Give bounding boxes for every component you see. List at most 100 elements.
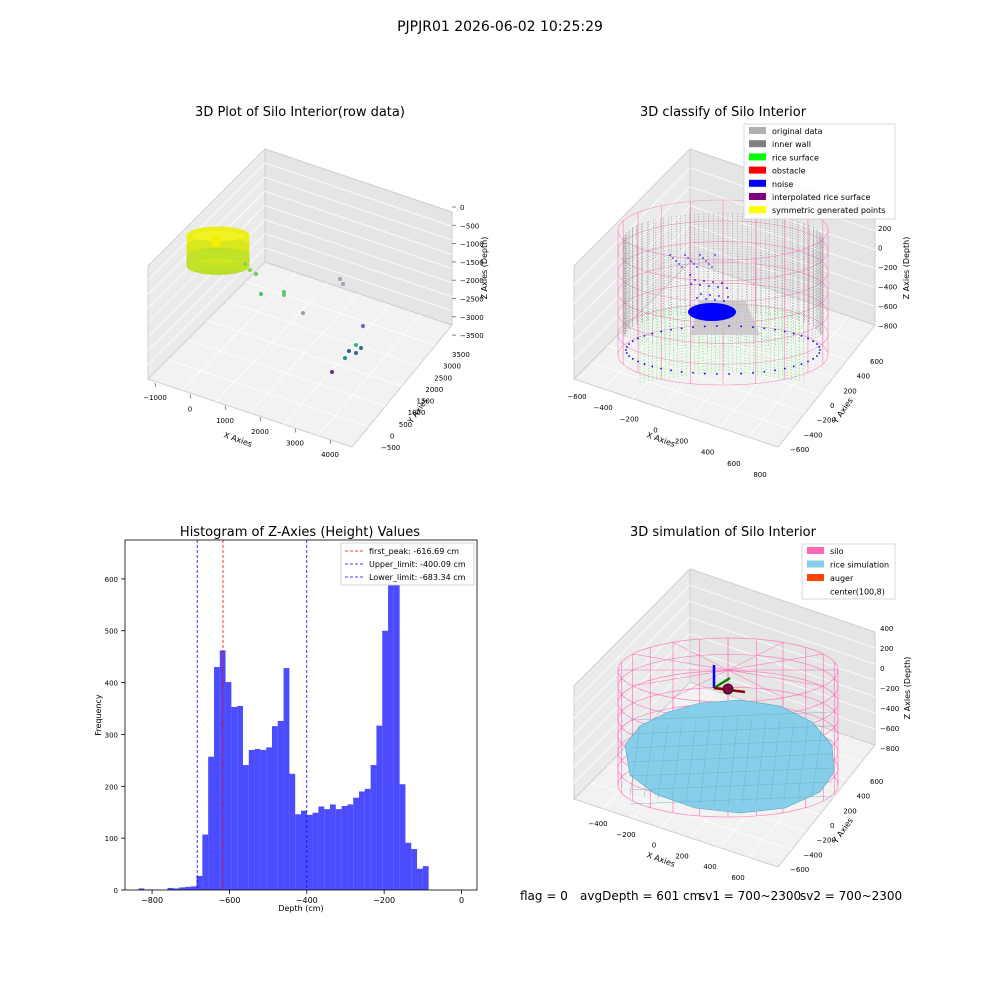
noise-point bbox=[684, 254, 686, 256]
x-tick-label: 3000 bbox=[286, 440, 304, 448]
y-tick-label: 500 bbox=[399, 421, 412, 429]
y-tick-label: 400 bbox=[857, 793, 870, 801]
noise-point bbox=[818, 352, 821, 354]
noise-point bbox=[752, 371, 754, 374]
x-tick-label: 0 bbox=[459, 896, 464, 905]
noise-point bbox=[774, 369, 776, 372]
hist-bar bbox=[248, 750, 255, 890]
x-tick-label: −800 bbox=[141, 896, 163, 905]
noise-point bbox=[660, 330, 663, 333]
z-tick-label: 0 bbox=[460, 204, 464, 212]
hist-bar bbox=[370, 765, 377, 890]
noise-point bbox=[816, 343, 818, 345]
hist-bar bbox=[341, 806, 348, 890]
noise-point bbox=[628, 343, 630, 345]
outlier-point bbox=[361, 324, 365, 328]
silo-roof-line bbox=[727, 669, 784, 698]
outlier-point bbox=[282, 293, 286, 297]
panel4-title: 3D simulation of Silo Interior bbox=[630, 525, 817, 540]
noise-point bbox=[819, 349, 821, 351]
noise-point bbox=[660, 367, 663, 370]
z-tick-label: −600 bbox=[878, 303, 897, 311]
z-tick-label: −2000 bbox=[460, 277, 484, 285]
noise-point bbox=[714, 299, 716, 301]
y-tick-label: −400 bbox=[803, 431, 822, 439]
wall-grid bbox=[689, 242, 876, 307]
noise-point bbox=[706, 307, 708, 309]
y-axis-label: Y Axies bbox=[830, 396, 855, 426]
legend-label: auger bbox=[830, 574, 854, 583]
legend-swatch bbox=[749, 153, 766, 161]
y-tick-label: 200 bbox=[843, 387, 856, 395]
rice-mesh-line bbox=[755, 718, 767, 804]
noise-point bbox=[693, 310, 695, 312]
noise-point bbox=[740, 325, 743, 328]
noise-point bbox=[651, 365, 654, 368]
x-tick-label: 1000 bbox=[216, 417, 234, 425]
y-tick-label: 600 bbox=[870, 358, 883, 366]
wall-grid bbox=[573, 617, 691, 735]
legend-box bbox=[340, 542, 475, 586]
hist-bar bbox=[260, 750, 267, 890]
z-tick-label: −200 bbox=[880, 685, 899, 693]
y-tick-label: 0 bbox=[390, 432, 394, 440]
z-tick-label: −800 bbox=[880, 745, 899, 753]
legend-label: first_peak: -616.69 cm bbox=[369, 547, 459, 556]
z-tick-label: −600 bbox=[880, 725, 899, 733]
plot-frame bbox=[124, 539, 478, 891]
y-tick-label: 200 bbox=[843, 807, 856, 815]
silo-bump bbox=[211, 235, 221, 247]
flag-text: flag = 0 bbox=[520, 889, 568, 903]
z-tick-label: 0 bbox=[880, 665, 884, 673]
wall-grid bbox=[689, 649, 876, 714]
y-tick-label: 0 bbox=[114, 887, 118, 895]
panel2-title: 3D classify of Silo Interior bbox=[640, 105, 807, 120]
hist-bar bbox=[231, 706, 238, 890]
y-tick-label: 0 bbox=[830, 402, 834, 410]
hist-bar bbox=[254, 748, 261, 890]
hist-bar bbox=[359, 791, 365, 890]
x-tick bbox=[294, 428, 297, 433]
noise-point bbox=[812, 340, 815, 343]
noise-point bbox=[807, 360, 809, 363]
wall-grid bbox=[573, 601, 691, 719]
silo-roof-line bbox=[727, 653, 824, 671]
x-tick bbox=[259, 417, 262, 422]
silo-roof-line bbox=[632, 669, 729, 687]
noise-point bbox=[800, 334, 803, 337]
rice-mesh-line bbox=[629, 781, 833, 791]
panel-classify: 3D classify of Silo Interior −600 −400 −200… bbox=[567, 105, 911, 479]
footer-stats: flag = 0 avgDepth = 601 cm sv1 = 700~230… bbox=[520, 889, 902, 903]
noise-point bbox=[694, 279, 696, 281]
x-tick-label: 400 bbox=[701, 449, 714, 457]
hist-bar bbox=[213, 667, 220, 890]
floor-grid bbox=[590, 361, 792, 430]
floor-grid bbox=[607, 345, 806, 413]
outlier-point bbox=[347, 349, 351, 353]
auger-y-axis bbox=[713, 676, 731, 690]
legend-label: silo bbox=[830, 547, 844, 556]
wall-grid bbox=[689, 600, 876, 665]
y-tick-label: 2000 bbox=[425, 386, 443, 394]
noise-point bbox=[675, 260, 677, 262]
noise-point bbox=[763, 370, 766, 373]
noise-point bbox=[702, 311, 704, 313]
noise-point bbox=[643, 334, 646, 337]
noise-point bbox=[717, 286, 719, 288]
panel-raw-data: 3D Plot of Silo Interior(row data) −1000 0… bbox=[143, 105, 489, 459]
outlier-point bbox=[359, 346, 363, 350]
wall-grid bbox=[264, 176, 453, 241]
noise-point bbox=[681, 266, 683, 268]
x-tick-label: 0 bbox=[653, 426, 657, 434]
legend-label: symmetric generated points bbox=[772, 206, 885, 215]
noise-point bbox=[792, 332, 795, 335]
noise-point bbox=[690, 283, 692, 285]
wall-grid bbox=[573, 649, 691, 767]
hist-bar bbox=[202, 834, 209, 890]
legend-swatch bbox=[807, 560, 824, 568]
z-tick-label: −3500 bbox=[460, 332, 484, 340]
rice-mesh-line bbox=[629, 795, 833, 805]
rice-mesh-line bbox=[797, 723, 809, 799]
y-tick-label: −600 bbox=[790, 866, 809, 874]
